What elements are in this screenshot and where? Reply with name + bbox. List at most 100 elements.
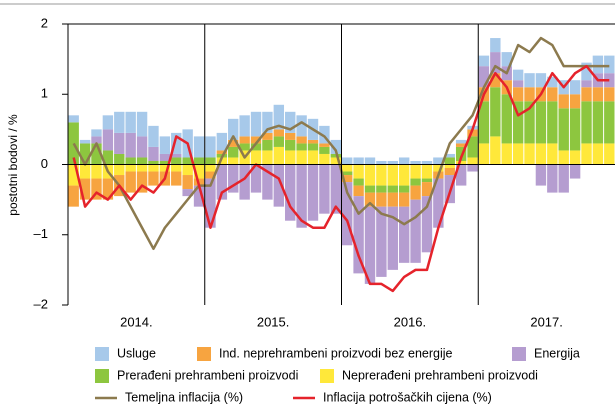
bar bbox=[547, 101, 558, 144]
bar bbox=[364, 192, 376, 207]
bar bbox=[387, 206, 398, 270]
bar bbox=[353, 178, 364, 186]
bar bbox=[558, 94, 569, 109]
bar bbox=[421, 182, 433, 197]
bar bbox=[524, 73, 535, 88]
legend-swatch bbox=[95, 347, 109, 361]
bar bbox=[512, 87, 524, 102]
bar bbox=[262, 139, 273, 151]
bar bbox=[148, 164, 159, 172]
bar bbox=[364, 157, 376, 165]
bar bbox=[148, 146, 159, 161]
bar bbox=[444, 168, 455, 176]
bar bbox=[307, 139, 319, 144]
bar bbox=[569, 108, 581, 151]
bar bbox=[376, 206, 387, 277]
bar bbox=[205, 136, 216, 158]
bar bbox=[171, 157, 182, 165]
bar bbox=[490, 73, 501, 88]
bar bbox=[319, 164, 330, 214]
bar bbox=[376, 164, 387, 186]
bar bbox=[216, 157, 228, 165]
x-tick-label: 2015. bbox=[257, 314, 290, 329]
bar bbox=[307, 143, 319, 151]
bar bbox=[387, 192, 398, 207]
bar bbox=[205, 164, 216, 172]
legend-label: Temeljna inflacija (%) bbox=[125, 390, 243, 404]
bar bbox=[171, 164, 182, 172]
bar bbox=[262, 164, 273, 200]
bar bbox=[182, 189, 193, 197]
legend-swatch bbox=[512, 347, 526, 361]
bar bbox=[307, 150, 319, 165]
bar bbox=[558, 150, 569, 165]
bar bbox=[262, 111, 273, 133]
bar bbox=[114, 153, 125, 165]
bar bbox=[387, 160, 398, 165]
bar bbox=[296, 164, 307, 228]
bar bbox=[398, 206, 410, 263]
bar bbox=[342, 171, 353, 176]
bar bbox=[467, 157, 478, 165]
legend-label: Inflacija potrošačkih cijena (%) bbox=[323, 390, 492, 404]
bar bbox=[102, 178, 114, 200]
bar bbox=[239, 143, 250, 151]
bar bbox=[478, 55, 490, 67]
x-tick-label: 2017. bbox=[530, 314, 563, 329]
bar bbox=[171, 132, 182, 154]
bar bbox=[319, 143, 330, 147]
bar bbox=[535, 143, 547, 165]
bar bbox=[91, 178, 102, 200]
bar bbox=[171, 153, 182, 158]
bar bbox=[342, 157, 353, 165]
y-tick-label: 0 bbox=[41, 156, 48, 171]
bar bbox=[455, 164, 467, 186]
bar bbox=[114, 111, 125, 133]
bar bbox=[125, 164, 136, 172]
bar bbox=[102, 150, 114, 165]
bar bbox=[148, 125, 159, 147]
bar bbox=[569, 80, 581, 95]
bar bbox=[547, 76, 558, 88]
bar bbox=[159, 164, 171, 172]
bar bbox=[387, 185, 398, 193]
bar bbox=[581, 87, 592, 102]
bar bbox=[376, 185, 387, 193]
bar bbox=[296, 143, 307, 151]
bar bbox=[136, 157, 148, 165]
bar bbox=[490, 52, 501, 74]
bar bbox=[467, 129, 478, 137]
bar bbox=[364, 185, 376, 193]
bar bbox=[285, 132, 296, 140]
bar bbox=[216, 164, 228, 200]
bar bbox=[604, 101, 615, 144]
y-tick-label: –2 bbox=[34, 296, 48, 311]
bar bbox=[353, 185, 364, 197]
bar bbox=[478, 101, 490, 144]
bar bbox=[353, 196, 364, 274]
bar bbox=[136, 111, 148, 137]
bar bbox=[524, 143, 535, 165]
bar bbox=[228, 157, 239, 165]
bar bbox=[535, 101, 547, 144]
bar bbox=[193, 185, 205, 207]
bar bbox=[91, 129, 102, 137]
bar bbox=[410, 164, 421, 179]
bar bbox=[273, 104, 285, 130]
bar bbox=[228, 118, 239, 140]
bar bbox=[68, 115, 79, 123]
bar bbox=[91, 136, 102, 144]
bar bbox=[353, 157, 364, 165]
bar bbox=[342, 164, 353, 172]
legend-swatch bbox=[95, 369, 109, 383]
bar bbox=[136, 164, 148, 172]
bar bbox=[79, 143, 91, 165]
bar bbox=[433, 178, 444, 228]
bar bbox=[444, 157, 455, 165]
bar bbox=[501, 94, 512, 144]
bar bbox=[114, 132, 125, 154]
bar bbox=[250, 136, 262, 144]
bar bbox=[182, 157, 193, 165]
bar bbox=[398, 192, 410, 207]
bar bbox=[581, 101, 592, 144]
